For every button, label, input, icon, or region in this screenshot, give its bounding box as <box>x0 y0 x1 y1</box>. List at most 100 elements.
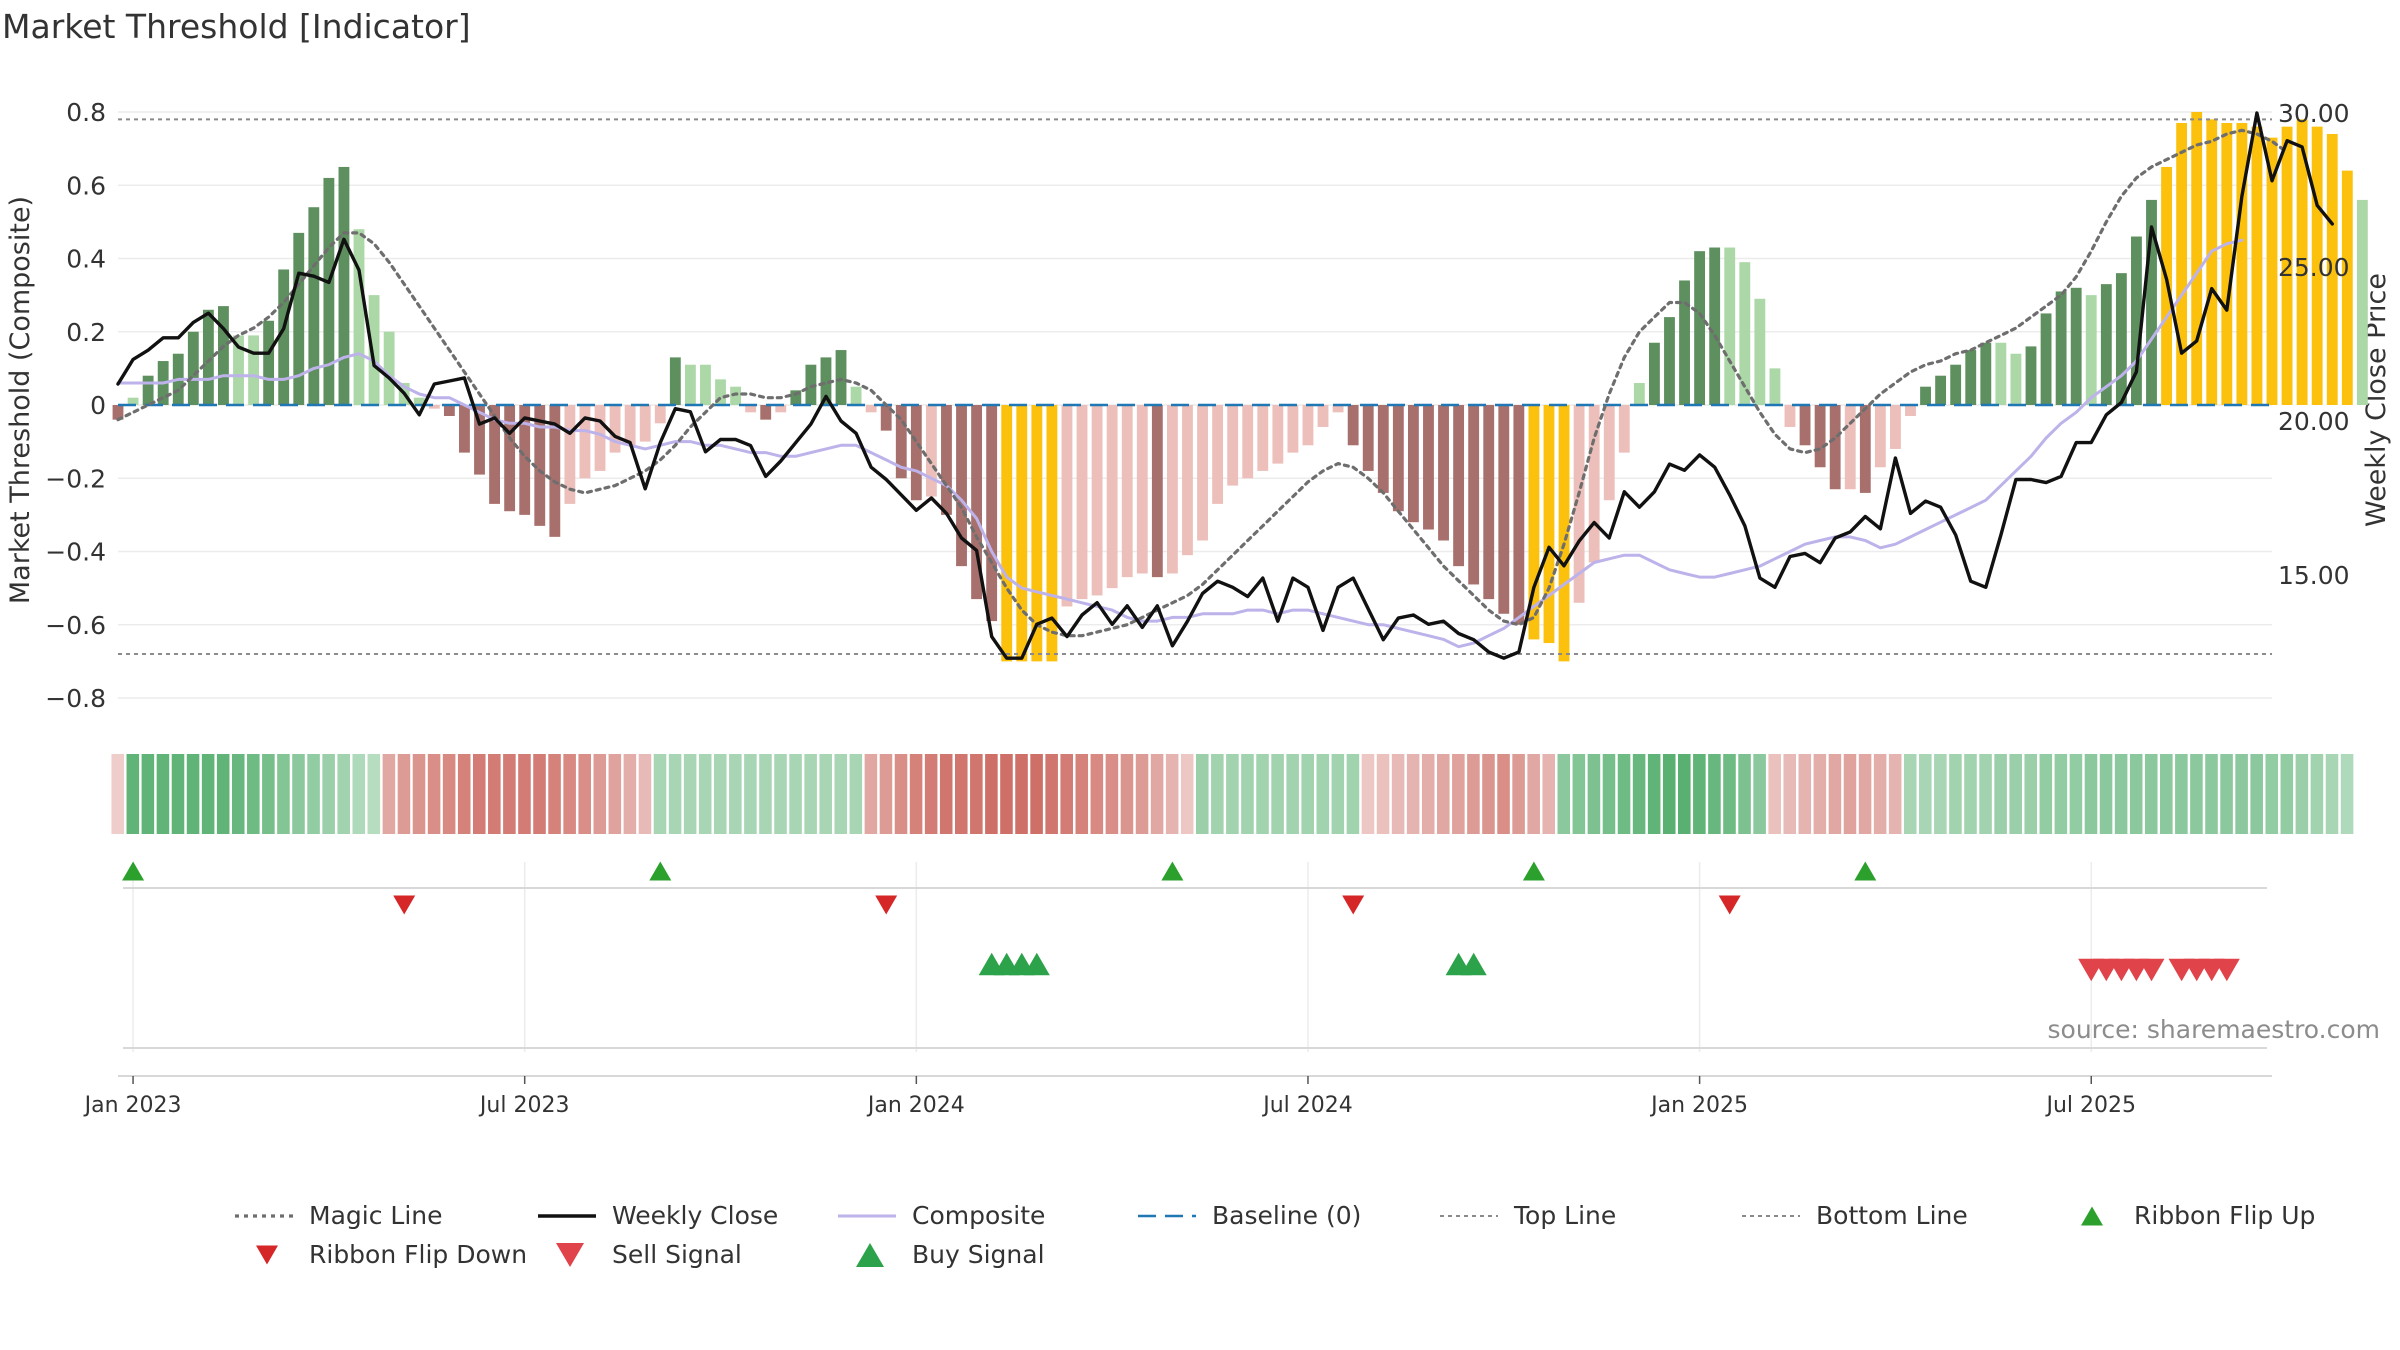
legend-label: Bottom Line <box>1816 1201 1968 1230</box>
ribbon-cell <box>1798 754 1812 834</box>
legend-marker-symbol <box>856 1243 884 1267</box>
composite-bar <box>1724 247 1736 405</box>
composite-bar <box>293 232 305 405</box>
composite-bar <box>1784 405 1796 427</box>
ribbon-cell <box>593 754 607 834</box>
composite-bar <box>534 405 546 526</box>
ribbon-cell <box>804 754 817 834</box>
composite-bar <box>127 397 139 405</box>
sell-signal-marker <box>2213 958 2240 982</box>
composite-bar <box>1136 405 1148 574</box>
composite-bar <box>654 405 666 424</box>
composite-bar <box>1829 405 1841 490</box>
legend-label: Composite <box>912 1201 1045 1230</box>
ribbon-cell <box>1768 754 1781 834</box>
ribbon-cell <box>1512 754 1525 834</box>
ribbon-cell <box>2039 754 2053 834</box>
composite-bar <box>1151 405 1163 578</box>
composite-bar <box>745 405 757 413</box>
ribbon-cell <box>518 754 531 834</box>
x-tick-label: Jul 2025 <box>2044 1093 2136 1118</box>
composite-bar <box>187 331 199 405</box>
bars-layer <box>112 112 2368 662</box>
legend-item: Ribbon Flip Down <box>256 1240 527 1269</box>
ribbon-cell <box>1165 754 1179 834</box>
ribbon-cell <box>1753 754 1766 834</box>
y-right-tick-label: 25.00 <box>2278 253 2350 282</box>
grid-layer <box>118 111 2272 1052</box>
composite-bar <box>2055 291 2067 405</box>
composite-bar <box>1091 405 1103 596</box>
composite-bar <box>1423 405 1434 530</box>
composite-bar <box>413 397 425 405</box>
ribbon-cell <box>924 754 938 834</box>
composite-bar <box>1438 405 1449 541</box>
legend-label: Ribbon Flip Up <box>2134 1201 2315 1230</box>
ribbon-cell <box>2325 754 2339 834</box>
ribbon-cell <box>367 754 381 834</box>
composite-bar <box>1618 405 1630 453</box>
markers-layer <box>118 861 2272 1077</box>
ribbon-cell <box>1271 754 1284 834</box>
composite-bar <box>2251 126 2263 406</box>
ribbon-cell <box>894 754 908 834</box>
ribbon-cell <box>1391 754 1405 834</box>
composite-bar <box>1844 405 1856 490</box>
ribbon-cell <box>457 754 471 834</box>
legend-item: Composite <box>838 1201 1045 1230</box>
composite-bar <box>775 405 787 413</box>
ribbon-cell <box>1015 754 1028 834</box>
ribbon-cell <box>2054 754 2068 834</box>
composite-bar <box>383 331 395 405</box>
y-right-tick-label: 15.00 <box>2278 561 2350 590</box>
legend-label: Magic Line <box>309 1201 443 1230</box>
composite-bar <box>2025 346 2037 405</box>
ribbon-cell <box>262 754 275 834</box>
ribbon-cell <box>1361 754 1375 834</box>
composite-bar <box>218 306 229 405</box>
ribbon-cell <box>2265 754 2279 834</box>
ribbon-cell <box>563 754 576 834</box>
ribbon-cell <box>382 754 396 834</box>
ribbon-cell <box>2280 754 2294 834</box>
composite-bar <box>1227 405 1239 486</box>
ribbon-cell <box>1421 754 1435 834</box>
ribbon-cell <box>126 754 140 834</box>
composite-bar <box>1106 405 1118 589</box>
composite-bar <box>1859 405 1871 493</box>
composite-bar <box>895 405 907 479</box>
composite-bar <box>1603 405 1615 501</box>
composite-bar <box>1197 405 1208 541</box>
ribbon-cell <box>2175 754 2188 834</box>
composite-bar <box>2236 122 2248 406</box>
composite-bar <box>1046 405 1058 662</box>
composite-bar <box>2296 119 2308 405</box>
ribbon-cell <box>1994 754 2007 834</box>
composite-bar <box>1272 405 1284 464</box>
composite-bar <box>1121 405 1133 578</box>
composite-bar <box>820 357 832 405</box>
composite-bar <box>248 335 259 405</box>
legend-label: Top Line <box>1513 1201 1616 1230</box>
y-left-tick-label: 0.8 <box>66 98 106 127</box>
ribbon-cell <box>1196 754 1209 834</box>
ribbon-cell <box>1045 754 1058 834</box>
y-left-tick-label: 0.6 <box>66 171 106 200</box>
composite-bar <box>1212 405 1224 504</box>
composite-bar <box>549 405 561 537</box>
legend-item: Buy Signal <box>856 1240 1045 1269</box>
composite-bar <box>2311 126 2323 406</box>
composite-bar <box>880 405 892 431</box>
legend-item: Weekly Close <box>538 1201 778 1230</box>
ribbon-cell <box>2205 754 2218 834</box>
composite-bar <box>2191 112 2203 405</box>
ribbon-cell <box>488 754 501 834</box>
composite-bar <box>278 269 290 405</box>
composite-bar <box>669 357 681 405</box>
buy-signal-marker <box>1023 952 1050 976</box>
legend-label: Ribbon Flip Down <box>309 1240 527 1269</box>
ribbon-cell <box>2099 754 2113 834</box>
composite-bar <box>2176 122 2188 406</box>
composite-bar <box>1182 405 1193 556</box>
ribbon-cell <box>1376 754 1390 834</box>
